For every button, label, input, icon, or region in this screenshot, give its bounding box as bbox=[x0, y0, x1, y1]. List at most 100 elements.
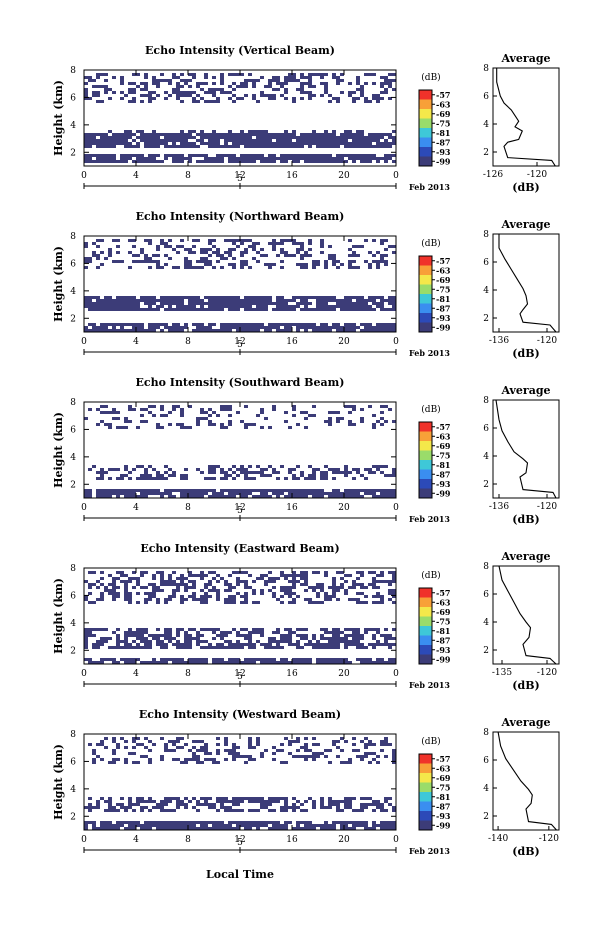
echo-cell bbox=[296, 154, 300, 157]
echo-cell bbox=[216, 133, 220, 136]
echo-cell bbox=[184, 260, 188, 263]
echo-cell bbox=[228, 423, 232, 426]
echo-cell bbox=[292, 323, 296, 326]
echo-cell bbox=[228, 601, 232, 604]
echo-cell bbox=[84, 628, 88, 631]
echo-cell bbox=[348, 302, 352, 305]
echo-cell bbox=[292, 308, 296, 311]
echo-cell bbox=[92, 643, 96, 646]
echo-cell bbox=[252, 299, 256, 302]
echo-cell bbox=[336, 420, 340, 423]
echo-cell bbox=[196, 631, 200, 634]
echo-cell bbox=[124, 809, 128, 812]
echo-cell bbox=[272, 595, 276, 598]
echo-cell bbox=[252, 139, 256, 142]
echo-cell bbox=[380, 254, 384, 257]
echo-cell bbox=[328, 142, 332, 145]
echo-cell bbox=[192, 797, 196, 800]
echo-cell bbox=[212, 477, 216, 480]
echo-cell bbox=[260, 133, 264, 136]
echo-cell bbox=[292, 468, 296, 471]
echo-cell bbox=[280, 637, 284, 640]
echo-cell bbox=[360, 299, 364, 302]
echo-cell bbox=[244, 85, 248, 88]
echo-cell bbox=[140, 420, 144, 423]
echo-cell bbox=[224, 326, 228, 329]
echo-cell bbox=[132, 495, 136, 498]
echo-cell bbox=[352, 91, 356, 94]
echo-cell bbox=[260, 94, 264, 97]
month-label: Feb 2013 bbox=[409, 348, 450, 358]
echo-cell bbox=[236, 658, 240, 661]
echo-cell bbox=[188, 130, 192, 133]
echo-cell bbox=[212, 266, 216, 269]
echo-cell bbox=[380, 806, 384, 809]
echo-cell bbox=[84, 245, 88, 248]
echo-cell bbox=[132, 631, 136, 634]
echo-cell bbox=[112, 580, 116, 583]
echo-cell bbox=[236, 643, 240, 646]
echo-cell bbox=[288, 426, 292, 429]
echo-cell bbox=[248, 239, 252, 242]
echo-cell bbox=[344, 580, 348, 583]
echo-cell bbox=[256, 414, 260, 417]
echo-cell bbox=[200, 248, 204, 251]
echo-cell bbox=[240, 157, 244, 160]
echo-cell bbox=[124, 323, 128, 326]
echo-cell bbox=[92, 251, 96, 254]
echo-cell bbox=[232, 571, 236, 574]
echo-cell bbox=[268, 821, 272, 824]
echo-cell bbox=[292, 643, 296, 646]
echo-cell bbox=[188, 595, 192, 598]
echo-cell bbox=[212, 323, 216, 326]
echo-cell bbox=[88, 586, 92, 589]
avg-x-tick-label: -120 bbox=[537, 502, 557, 512]
echo-cell bbox=[336, 492, 340, 495]
echo-cell bbox=[188, 263, 192, 266]
echo-cell bbox=[356, 583, 360, 586]
echo-cell bbox=[296, 489, 300, 492]
echo-cell bbox=[368, 405, 372, 408]
echo-cell bbox=[232, 661, 236, 664]
echo-cell bbox=[148, 740, 152, 743]
echo-cell bbox=[200, 154, 204, 157]
echo-cell bbox=[100, 489, 104, 492]
echo-cell bbox=[148, 266, 152, 269]
echo-cell bbox=[392, 821, 396, 824]
echo-cell bbox=[200, 142, 204, 145]
echo-cell bbox=[156, 423, 160, 426]
echo-cell bbox=[300, 302, 304, 305]
echo-cell bbox=[344, 145, 348, 148]
echo-cell bbox=[112, 827, 116, 830]
echo-cell bbox=[188, 85, 192, 88]
echo-cell bbox=[204, 598, 208, 601]
echo-cell bbox=[296, 595, 300, 598]
echo-cell bbox=[156, 326, 160, 329]
echo-cell bbox=[140, 574, 144, 577]
echo-cell bbox=[352, 296, 356, 299]
echo-cell bbox=[248, 743, 252, 746]
echo-cell bbox=[364, 755, 368, 758]
echo-cell bbox=[184, 761, 188, 764]
echo-cell bbox=[276, 326, 280, 329]
echo-cell bbox=[264, 160, 268, 163]
echo-cell bbox=[320, 601, 324, 604]
echo-cell bbox=[116, 637, 120, 640]
echo-cell bbox=[172, 592, 176, 595]
echo-cell bbox=[136, 329, 140, 332]
echo-cell bbox=[212, 130, 216, 133]
echo-cell bbox=[160, 242, 164, 245]
echo-cell bbox=[144, 85, 148, 88]
echo-cell bbox=[176, 803, 180, 806]
echo-cell bbox=[292, 254, 296, 257]
echo-cell bbox=[220, 637, 224, 640]
echo-cell bbox=[196, 329, 200, 332]
echo-cell bbox=[388, 145, 392, 148]
echo-cell bbox=[212, 88, 216, 91]
echo-cell bbox=[356, 308, 360, 311]
echo-cell bbox=[136, 577, 140, 580]
echo-cell bbox=[132, 154, 136, 157]
echo-cell bbox=[164, 637, 168, 640]
echo-cell bbox=[288, 743, 292, 746]
echo-cell bbox=[108, 323, 112, 326]
